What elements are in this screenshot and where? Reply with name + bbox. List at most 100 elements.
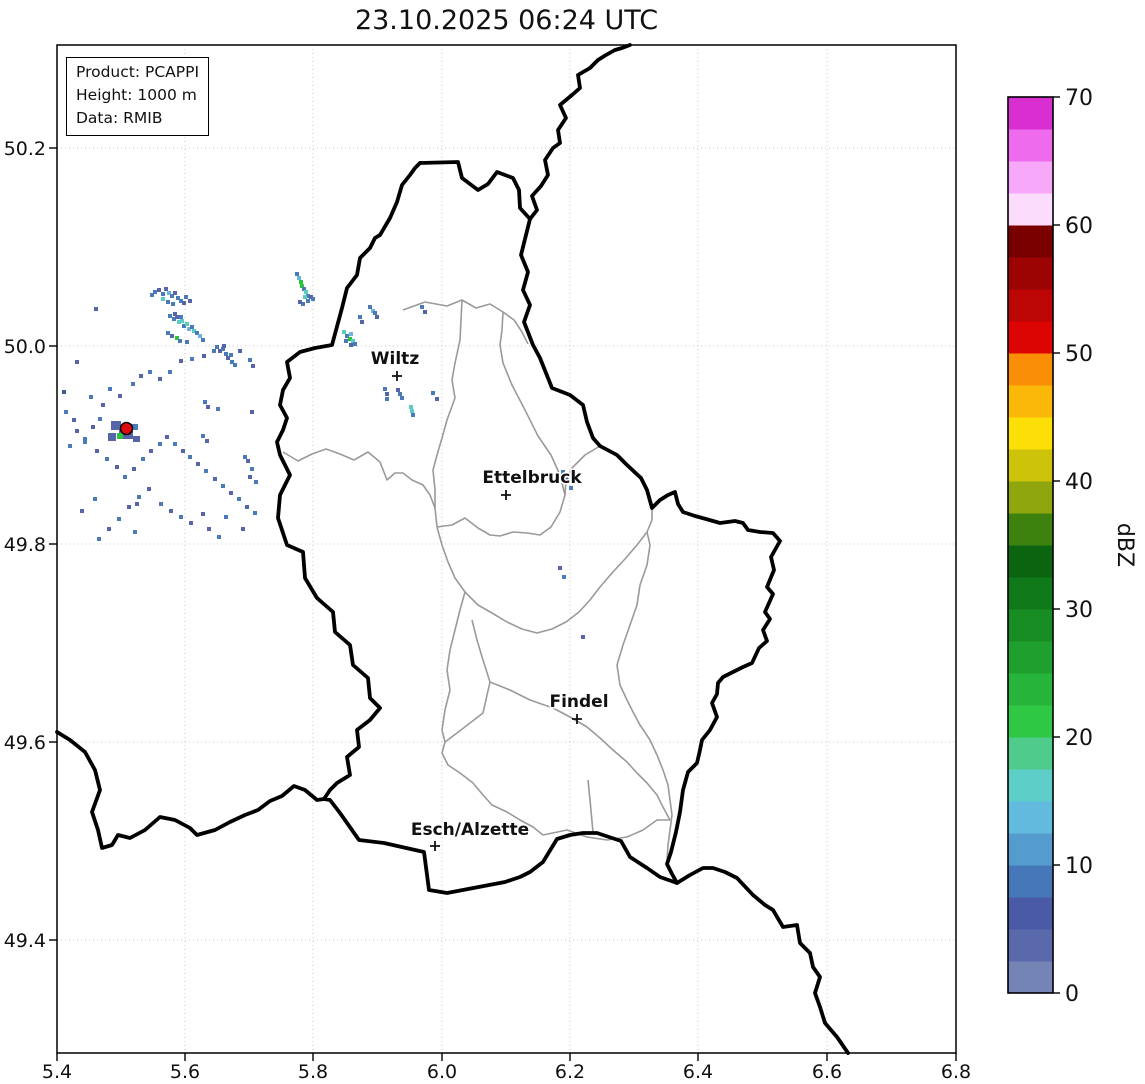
echo-blob (108, 433, 116, 441)
echo-pixel (150, 293, 154, 297)
echo-pixel (250, 467, 254, 471)
colorbar-frame (1007, 96, 1054, 994)
echo-pixel (182, 301, 186, 305)
echo-pixel (188, 299, 192, 303)
canton-border-line (432, 299, 463, 508)
y-tick-label: 50.2 (4, 138, 46, 160)
echo-pixel (190, 357, 194, 361)
echo-pixel (192, 329, 196, 333)
country-borders (55, 43, 850, 1055)
echo-pixel (410, 409, 414, 413)
echo-pixel (75, 429, 79, 433)
echo-pixel (303, 295, 307, 299)
city-label: Findel (549, 692, 608, 712)
city-marker (392, 371, 402, 381)
colorbar-segment (1008, 257, 1053, 290)
echo-pixel (230, 360, 234, 364)
echo-pixel (358, 315, 362, 319)
echo-pixel (175, 315, 179, 319)
x-tick-label: 6.0 (427, 1061, 457, 1083)
country-border-line (55, 730, 326, 850)
echo-pixel (149, 449, 153, 453)
city-marker (572, 714, 582, 724)
echo-pixel (62, 390, 66, 394)
echo-pixel (213, 477, 217, 481)
echo-pixel (135, 502, 139, 506)
canton-border-line (282, 448, 438, 528)
info-source: Data: RMIB (76, 109, 163, 127)
echo-pixel (243, 455, 247, 459)
x-tick-label: 6.6 (812, 1061, 842, 1083)
echo-pixel (185, 340, 189, 344)
echo-pixel (216, 407, 220, 411)
canton-border-line (587, 779, 594, 833)
echo-pixel (248, 358, 252, 362)
echo-pixel (302, 287, 306, 291)
colorbar-segment (1008, 673, 1053, 706)
echo-pixel (342, 330, 346, 334)
colorbar-segment (1008, 833, 1053, 866)
echo-pixel (159, 502, 163, 506)
axis-ticks: 5.4 5.6 5.8 6.0 6.2 6.4 6.6 6.8 50.2 50.0 49.8 49.6… (4, 138, 971, 1083)
echo-pixel (179, 299, 183, 303)
colorbar-segment (1008, 801, 1053, 834)
colorbar: 0 10 20 30 40 50 60 70 (1007, 86, 1093, 1007)
y-tick-label: 49.8 (4, 534, 46, 556)
echo-pixel (105, 457, 109, 461)
colorbar-tick-label: 0 (1065, 982, 1079, 1007)
colorbar-segment (1008, 289, 1053, 322)
echo-pixel (172, 317, 176, 321)
echo-pixel (206, 405, 210, 409)
plot-frame (56, 44, 957, 1054)
canton-border-line (616, 531, 673, 861)
echo-pixel (153, 290, 157, 294)
city-label: Esch/Alzette (411, 820, 529, 840)
echo-pixel (201, 338, 205, 342)
colorbar-segment (1008, 865, 1053, 898)
echo-pixel (204, 469, 208, 473)
echo-pixel (423, 310, 427, 314)
echo-pixel (127, 505, 131, 509)
echo-pixel (188, 455, 192, 459)
colorbar-tick-label: 20 (1065, 726, 1093, 751)
echo-pixel (353, 342, 357, 346)
x-tick-label: 6.2 (555, 1061, 585, 1083)
plot-title: 23.10.2025 06:24 UTC (354, 5, 659, 36)
echo-pixel (101, 403, 105, 407)
echo-pixel (561, 470, 565, 474)
canton-border-line (564, 445, 601, 496)
x-tick-label: 6.4 (683, 1061, 713, 1083)
echo-pixel (409, 405, 413, 409)
canton-border-line (489, 681, 671, 821)
echo-pixel (170, 294, 174, 298)
city-marker (501, 490, 511, 500)
echo-pixel (181, 449, 185, 453)
x-tick-label: 5.4 (42, 1061, 72, 1083)
canton-border-line (441, 591, 544, 836)
echo-pixel (233, 363, 237, 367)
echo-pixel (147, 487, 151, 491)
echo-pixel (203, 400, 207, 404)
echo-pixel (238, 349, 242, 353)
country-border-line (275, 160, 782, 895)
echo-pixel (215, 345, 219, 349)
echo-pixel (396, 388, 400, 392)
echo-pixel (246, 459, 250, 463)
gridlines (56, 45, 957, 1053)
echo-pixel (344, 339, 348, 343)
echo-pixel (207, 527, 211, 531)
echo-pixel (179, 515, 183, 519)
echo-pixel (117, 517, 121, 521)
echo-pixel (581, 635, 585, 639)
echo-pixel (91, 425, 95, 429)
echo-pixel (222, 344, 226, 348)
echo-pixel (201, 512, 205, 516)
echo-pixel (435, 397, 439, 401)
echo-pixel (295, 272, 299, 276)
echo-pixel (202, 354, 206, 358)
echo-pixel (180, 319, 184, 323)
colorbar-segment (1008, 929, 1053, 962)
echo-pixel (297, 276, 301, 280)
y-tick-label: 50.0 (4, 336, 46, 358)
